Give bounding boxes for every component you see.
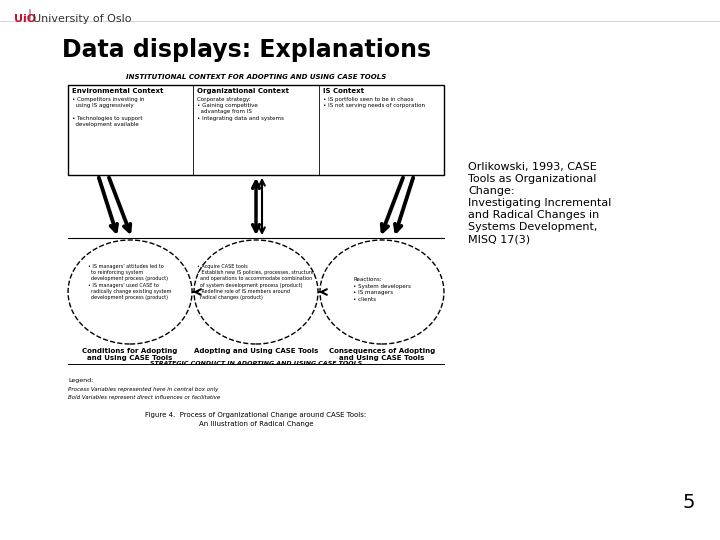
- Text: Conditions for Adopting
and Using CASE Tools: Conditions for Adopting and Using CASE T…: [82, 348, 178, 361]
- Ellipse shape: [194, 240, 318, 344]
- Text: • IS portfolio seen to be in chaos
• IS not serving needs of corporation: • IS portfolio seen to be in chaos • IS …: [323, 97, 425, 108]
- Text: University of Oslo: University of Oslo: [33, 14, 132, 24]
- Text: 5: 5: [683, 493, 695, 512]
- Ellipse shape: [68, 240, 192, 344]
- Text: Orlikowski, 1993, CASE: Orlikowski, 1993, CASE: [468, 162, 597, 172]
- Text: Change:: Change:: [468, 186, 515, 196]
- Text: STRATEGIC CONDUCT IN ADOPTING AND USING CASE TOOLS: STRATEGIC CONDUCT IN ADOPTING AND USING …: [150, 361, 362, 366]
- Ellipse shape: [320, 240, 444, 344]
- Text: Process Variables represented here in central box only: Process Variables represented here in ce…: [68, 387, 218, 392]
- Text: Tools as Organizational: Tools as Organizational: [468, 174, 596, 184]
- Text: Legend:: Legend:: [68, 378, 94, 383]
- Text: Consequences of Adopting
and Using CASE Tools: Consequences of Adopting and Using CASE …: [329, 348, 435, 361]
- Text: Adopting and Using CASE Tools: Adopting and Using CASE Tools: [194, 348, 318, 354]
- Text: • Competitors investing in
  using IS aggressively

• Technologies to support
  : • Competitors investing in using IS aggr…: [72, 97, 145, 127]
- Text: An Illustration of Radical Change: An Illustration of Radical Change: [199, 421, 313, 427]
- Text: Corporate strategy:
• Gaining competitive
  advantage from IS
• Integrating data: Corporate strategy: • Gaining competitiv…: [197, 97, 284, 120]
- Text: Investigating Incremental: Investigating Incremental: [468, 198, 611, 208]
- Text: and Radical Changes in: and Radical Changes in: [468, 210, 599, 220]
- Text: Data displays: Explanations: Data displays: Explanations: [62, 38, 431, 62]
- Text: MISQ 17(3): MISQ 17(3): [468, 234, 530, 244]
- Text: • IS managers' attitudes led to
  to reinforcing system
  development process (p: • IS managers' attitudes led to to reinf…: [89, 264, 172, 300]
- Text: Bold Variables represent direct influences or facilitative: Bold Variables represent direct influenc…: [68, 395, 220, 400]
- Text: Environmental Context: Environmental Context: [72, 88, 163, 94]
- Text: • Acquire CASE tools
• Establish new IS policies, processes, structure,
  and op: • Acquire CASE tools • Establish new IS …: [197, 264, 315, 300]
- Text: Systems Development,: Systems Development,: [468, 222, 598, 232]
- Text: IS Context: IS Context: [323, 88, 364, 94]
- Text: Organizational Context: Organizational Context: [197, 88, 289, 94]
- Text: Figure 4.  Process of Organizational Change around CASE Tools:: Figure 4. Process of Organizational Chan…: [145, 412, 366, 418]
- Bar: [68, 85, 444, 175]
- Text: Reactions:
• System developers
• IS managers
• clients: Reactions: • System developers • IS mana…: [353, 277, 411, 302]
- Text: INSTITUTIONAL CONTEXT FOR ADOPTING AND USING CASE TOOLS: INSTITUTIONAL CONTEXT FOR ADOPTING AND U…: [126, 74, 386, 80]
- Text: UiO: UiO: [14, 14, 36, 24]
